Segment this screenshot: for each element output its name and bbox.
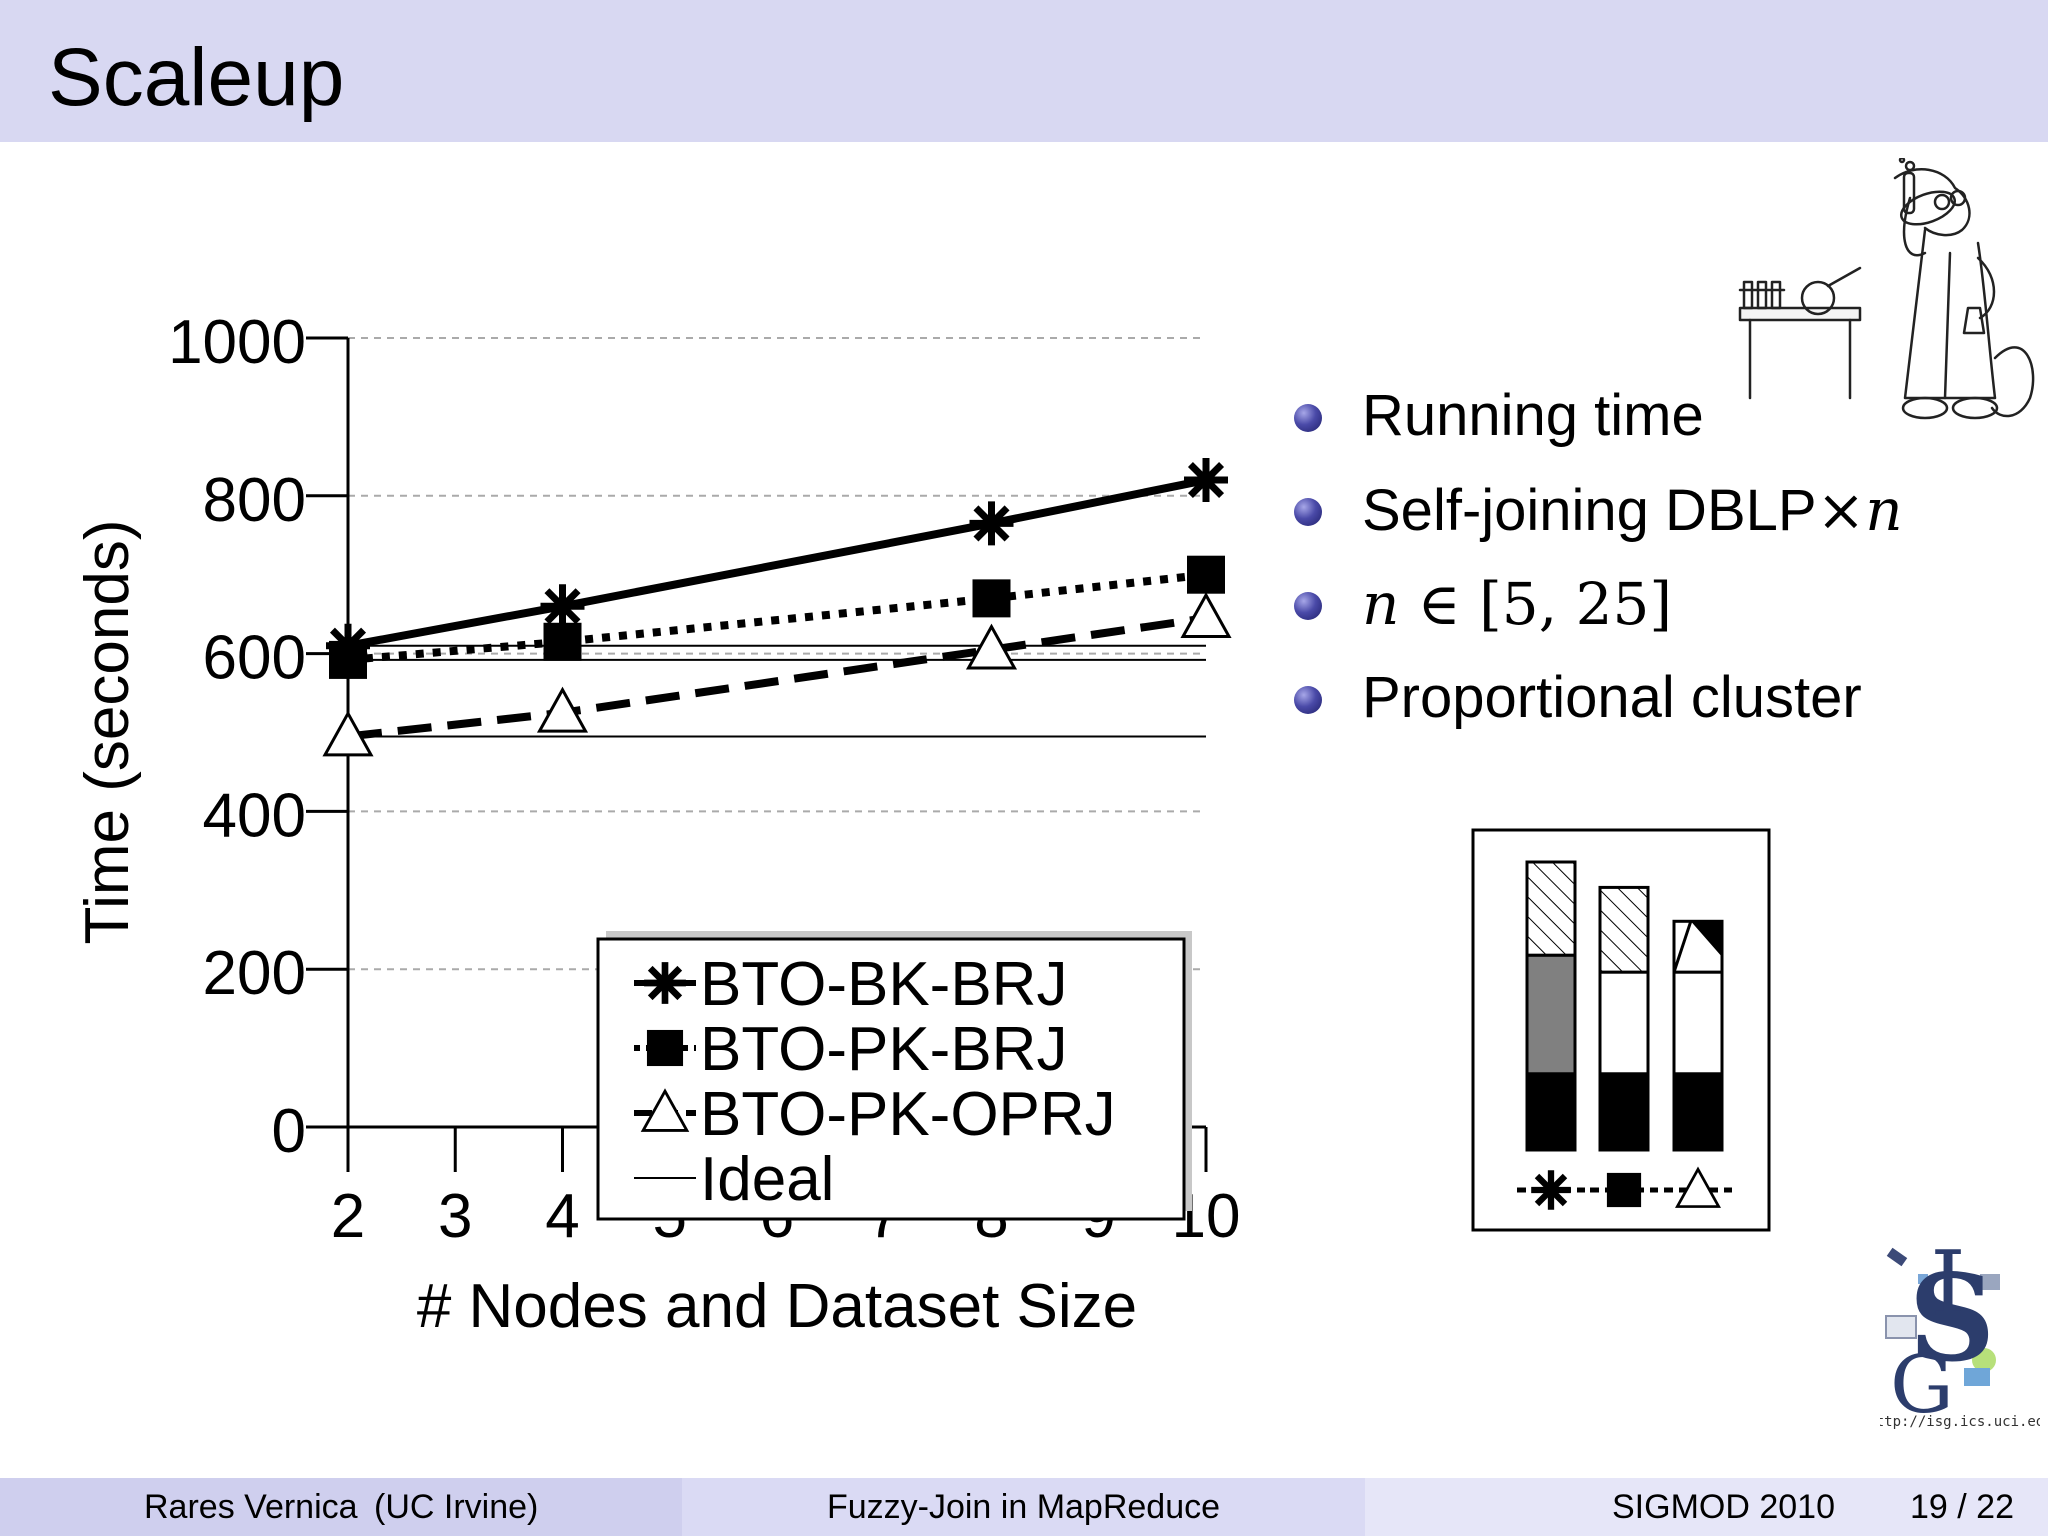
svg-text:G: G <box>1890 1338 1954 1430</box>
element-of-symbol: ∈ <box>1399 570 1480 638</box>
y-tick-label: 200 <box>203 939 306 1008</box>
series-line-bto-pk-brj <box>347 570 1207 664</box>
series-line-bto-pk-oprj <box>347 614 1207 741</box>
legend-label: BTO-BK-BRJ <box>700 950 1067 1019</box>
triangle-marker <box>1180 592 1232 638</box>
square-marker <box>1187 555 1225 594</box>
footer-author: Rares Vernica <box>144 1488 358 1526</box>
bullet-dot <box>1294 404 1322 432</box>
bar-segment <box>1598 970 1650 1076</box>
square-marker <box>329 640 367 679</box>
triangle-marker <box>965 623 1018 670</box>
square-marker <box>543 622 582 661</box>
y-axis-label: Time (seconds) <box>73 520 142 945</box>
footer-venue: SIGMOD 2010 <box>1612 1488 1835 1526</box>
series-lines <box>347 476 1207 741</box>
x-axis-label: # Nodes and Dataset Size <box>417 1272 1137 1341</box>
x-tick-label: 4 <box>545 1182 579 1251</box>
asterisk-marker <box>969 501 1014 546</box>
isg-logo-lettering: S <box>1909 1248 1996 1389</box>
triangle-marker <box>640 1088 690 1132</box>
y-tick-label: 1000 <box>168 308 306 377</box>
bullet-text: Self-joining DBLP <box>1362 478 1817 543</box>
slide-title: Scaleup <box>48 32 345 123</box>
footer-author-block: Rares Vernica (UC Irvine) <box>0 1478 682 1536</box>
asterisk-marker <box>1184 458 1228 503</box>
times-symbol: × <box>1816 476 1866 544</box>
logo-decoration-icon <box>1885 1247 2000 1386</box>
square-marker <box>1606 1172 1642 1208</box>
bullet-running-time: Running time <box>1290 380 1903 474</box>
title-bar: Scaleup <box>0 0 2048 142</box>
scientist-beaver-illustration <box>1738 158 2035 420</box>
bar-segment <box>1690 921 1722 957</box>
bullet-list: Running time Self-joining DBLP×n n ∈ [5,… <box>1290 380 1903 756</box>
bullet-dot <box>1294 686 1322 714</box>
footer-venue-block: SIGMOD 2010 19 / 22 <box>1365 1478 2048 1536</box>
bar-segment <box>1598 1072 1650 1152</box>
legend-label: Ideal <box>700 1145 834 1214</box>
triangle-marker <box>536 686 589 733</box>
bar-segment <box>1672 920 1693 973</box>
asterisk-marker <box>1531 1170 1571 1210</box>
series-line-bto-bk-brj <box>347 476 1207 650</box>
bar-segment <box>1672 1072 1724 1152</box>
scaleup-chart: 020040060080010002345678910 # Nodes and … <box>73 308 1771 1341</box>
y-tick-label: 400 <box>203 781 306 850</box>
asterisk-marker <box>540 584 585 629</box>
footer-talk-title: Fuzzy-Join in MapReduce <box>826 1488 1221 1526</box>
bullet-text: Proportional cluster <box>1362 665 1862 730</box>
triangle-marker <box>1675 1166 1721 1208</box>
bar-segment <box>1525 1072 1577 1152</box>
triangle-marker <box>322 710 374 757</box>
bullet-text: Running time <box>1362 383 1704 448</box>
footer-affiliation: (UC Irvine) <box>374 1488 539 1526</box>
chart-gridlines <box>348 337 1206 971</box>
asterisk-marker <box>644 962 686 1004</box>
square-marker <box>972 579 1011 618</box>
bar-segment <box>1525 953 1577 1076</box>
math-var-n: n <box>1362 570 1400 638</box>
bar-segment <box>1525 860 1577 957</box>
bullet-dot <box>1294 592 1322 620</box>
x-tick-label: 3 <box>438 1182 472 1251</box>
bar-segment <box>1598 885 1650 974</box>
y-tick-label: 600 <box>203 624 306 693</box>
svg-text:I: I <box>1930 1240 1966 1337</box>
series-markers <box>322 458 1232 757</box>
x-tick-label: 2 <box>331 1182 365 1251</box>
bullet-n-range: n ∈ [5, 25] <box>1290 568 1903 662</box>
range-text: [5, 25] <box>1479 570 1673 638</box>
stacked-bar-inset <box>1471 828 1771 1232</box>
bar-segment <box>1672 970 1724 1076</box>
footer: Rares Vernica (UC Irvine) Fuzzy-Join in … <box>0 1478 2048 1536</box>
bullet-dot <box>1294 498 1322 526</box>
footer-title-block: Fuzzy-Join in MapReduce <box>682 1478 1365 1536</box>
isg-url-text: http://isg.ics.uci.edu <box>1880 1414 2040 1430</box>
square-marker <box>646 1029 684 1067</box>
math-var-n: n <box>1865 476 1903 544</box>
legend-label: BTO-PK-OPRJ <box>700 1080 1116 1149</box>
y-tick-label: 800 <box>203 466 306 535</box>
y-tick-label: 0 <box>272 1097 306 1166</box>
bullet-proportional-cluster: Proportional cluster <box>1290 662 1903 756</box>
legend-label: BTO-PK-BRJ <box>700 1015 1067 1084</box>
footer-page-number: 19 / 22 <box>1910 1488 2014 1526</box>
bullet-self-joining: Self-joining DBLP×n <box>1290 474 1903 568</box>
isg-logo: S I G http://isg.ics.uci.edu <box>1880 1240 2040 1430</box>
